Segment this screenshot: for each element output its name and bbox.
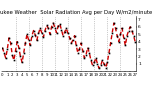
Title: Milwaukee Weather  Solar Radiation Avg per Day W/m2/minute: Milwaukee Weather Solar Radiation Avg pe… xyxy=(0,10,152,15)
